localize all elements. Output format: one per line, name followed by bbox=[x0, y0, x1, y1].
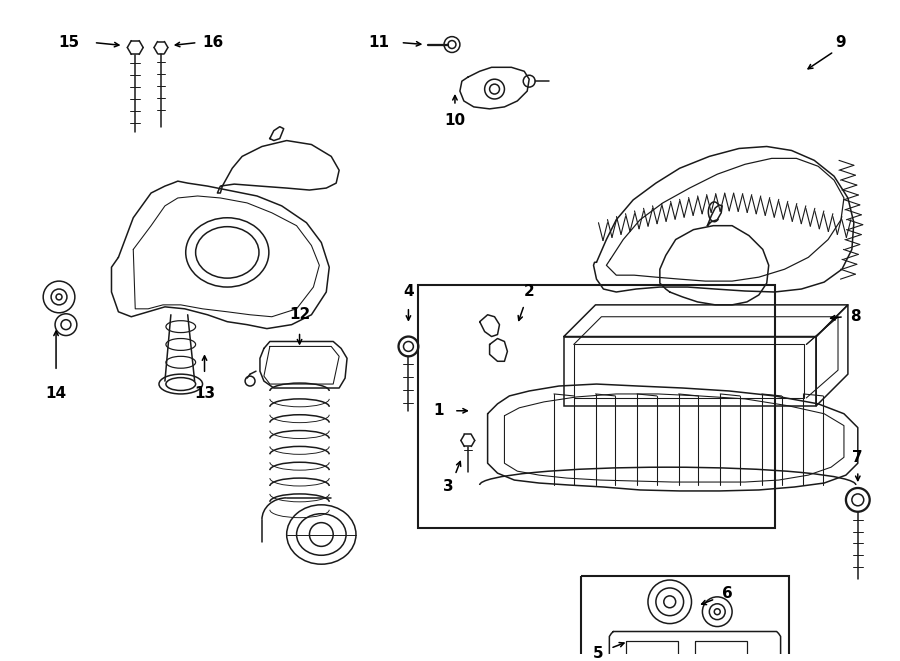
Bar bbox=[563, 336, 816, 406]
Bar bbox=[626, 641, 678, 661]
Bar bbox=[573, 344, 805, 398]
Text: 5: 5 bbox=[593, 646, 604, 661]
Text: 2: 2 bbox=[524, 284, 535, 299]
Text: 15: 15 bbox=[58, 35, 79, 50]
Text: 8: 8 bbox=[850, 309, 861, 325]
Bar bbox=[580, 576, 788, 661]
Text: 7: 7 bbox=[852, 449, 863, 465]
Bar bbox=[418, 285, 775, 527]
Text: 16: 16 bbox=[202, 35, 223, 50]
Text: 6: 6 bbox=[722, 586, 733, 602]
Text: 9: 9 bbox=[836, 35, 846, 50]
Text: 13: 13 bbox=[194, 387, 215, 401]
Text: 14: 14 bbox=[46, 387, 67, 401]
Text: 10: 10 bbox=[445, 113, 465, 128]
Text: 11: 11 bbox=[368, 35, 389, 50]
Text: 3: 3 bbox=[443, 479, 454, 494]
Text: 1: 1 bbox=[433, 403, 444, 418]
Text: 4: 4 bbox=[403, 284, 414, 299]
Bar bbox=[696, 641, 747, 661]
Text: 12: 12 bbox=[289, 307, 310, 323]
